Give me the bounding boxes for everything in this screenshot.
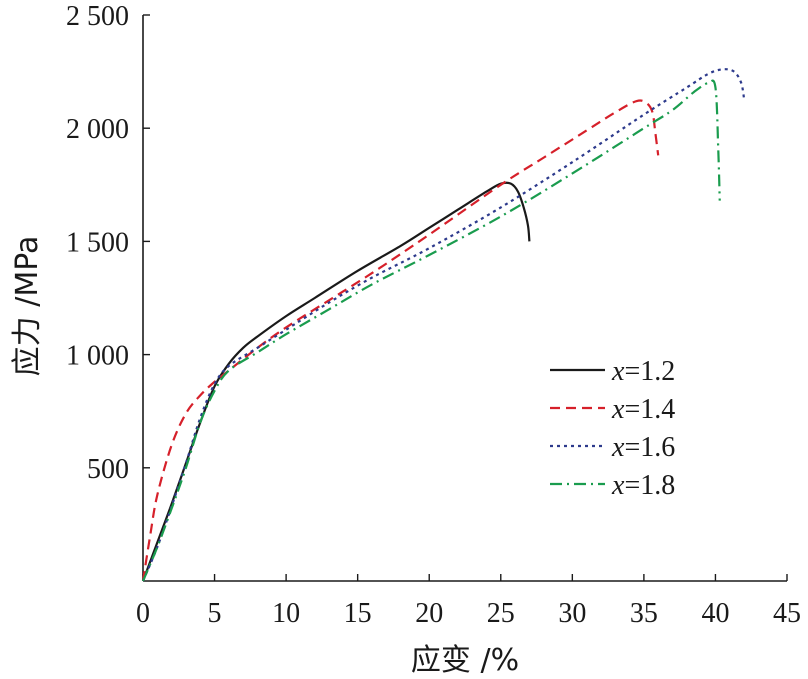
x-tick-label: 20	[415, 598, 443, 629]
legend-variable: x	[611, 394, 625, 425]
legend-label-3: x=1.6	[611, 432, 675, 463]
legend: x=1.2x=1.4x=1.6x=1.8	[550, 356, 675, 501]
x-tick-label: 10	[272, 598, 300, 629]
x-tick-label: 30	[558, 598, 586, 629]
series-line-4	[141, 79, 721, 582]
x-tick-label: 35	[630, 598, 658, 629]
legend-label-4: x=1.8	[611, 470, 675, 501]
y-tick-label: 2 500	[66, 1, 129, 32]
series-line-1	[141, 181, 531, 582]
legend-variable: x	[611, 470, 625, 501]
series-line-3	[141, 68, 746, 582]
legend-label-2: x=1.4	[611, 394, 675, 425]
y-tick-label: 2 000	[66, 114, 129, 145]
axes: 0 5 10 15 20 25 30 35 40 45 500 1 000 1 500 2 000 2 50…	[66, 1, 801, 629]
legend-label-1: x=1.2	[611, 356, 675, 387]
legend-variable: x	[611, 356, 625, 387]
x-tick-label: 45	[773, 598, 801, 629]
legend-value: =1.4	[624, 394, 675, 425]
y-tick-label: 1 000	[66, 341, 129, 372]
legend-variable: x	[611, 432, 625, 463]
y-axis-title: 应力 /MPa	[10, 236, 45, 377]
y-tick-label: 500	[87, 454, 129, 485]
legend-value: =1.2	[624, 356, 675, 387]
y-tick-label: 1 500	[66, 227, 129, 258]
x-tick-label: 15	[344, 598, 372, 629]
legend-value: =1.8	[624, 470, 675, 501]
series-line-2	[141, 99, 660, 582]
plot-area	[141, 68, 746, 582]
x-tick-label: 40	[701, 598, 729, 629]
x-tick-label: 25	[487, 598, 515, 629]
x-tick-label: 0	[136, 598, 150, 629]
x-tick-label: 5	[208, 598, 222, 629]
legend-value: =1.6	[624, 432, 675, 463]
x-axis-title: 应变 /%	[411, 643, 519, 678]
